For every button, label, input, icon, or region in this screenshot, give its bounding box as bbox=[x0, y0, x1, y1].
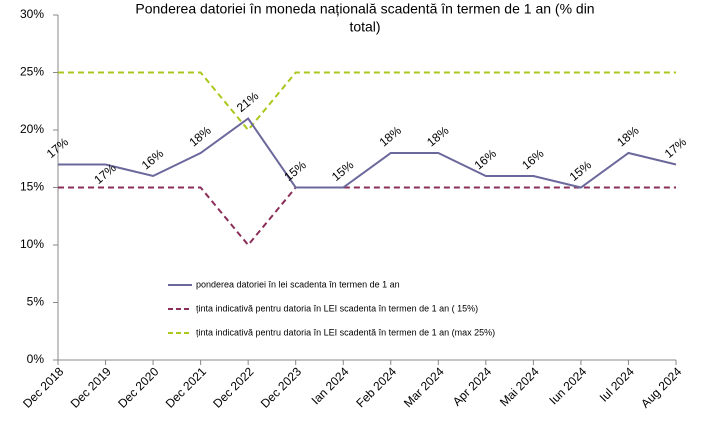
x-tick-label: Dec 2019 bbox=[68, 364, 114, 410]
y-tick-label: 5% bbox=[27, 295, 45, 309]
data-label: 16% bbox=[472, 146, 500, 172]
x-tick-label: Ian 2024 bbox=[309, 364, 352, 407]
data-label: 17% bbox=[662, 135, 690, 161]
data-label: 15% bbox=[281, 158, 309, 184]
x-tick-label: Dec 2023 bbox=[258, 364, 304, 410]
legend-label: ținta indicativă pentru datoria în LEI s… bbox=[196, 303, 478, 313]
x-tick-label: Iun 2024 bbox=[546, 364, 589, 407]
chart-title: total) bbox=[349, 19, 380, 35]
y-tick-label: 30% bbox=[20, 7, 44, 21]
y-tick-label: 20% bbox=[20, 122, 44, 136]
x-tick-label: Dec 2020 bbox=[115, 364, 161, 410]
x-tick-label: Feb 2024 bbox=[353, 364, 399, 410]
x-tick-label: Dec 2022 bbox=[210, 364, 256, 410]
x-tick-label: Mai 2024 bbox=[497, 364, 542, 409]
y-tick-label: 10% bbox=[20, 237, 44, 251]
x-tick-label: Dec 2021 bbox=[163, 364, 209, 410]
legend-label: ponderea datoriei în lei scadenta în ter… bbox=[196, 279, 400, 289]
x-tick-label: Aug 2024 bbox=[638, 364, 684, 410]
y-tick-label: 15% bbox=[20, 180, 44, 194]
y-tick-label: 25% bbox=[20, 65, 44, 79]
data-label: 18% bbox=[377, 123, 405, 149]
data-label: 18% bbox=[424, 123, 452, 149]
series-line bbox=[58, 117, 677, 189]
x-tick-label: Apr 2024 bbox=[450, 364, 495, 409]
data-label: 16% bbox=[139, 146, 167, 172]
data-label: 16% bbox=[519, 146, 547, 172]
x-tick-label: Iul 2024 bbox=[597, 364, 637, 404]
series-line bbox=[58, 186, 676, 247]
data-label: 18% bbox=[614, 123, 642, 149]
y-tick-label: 0% bbox=[27, 352, 45, 366]
chart-title: Ponderea datoriei în moneda națională sc… bbox=[135, 1, 594, 17]
legend-label: ținta indicativă pentru datoria în LEI s… bbox=[196, 327, 495, 337]
data-label: 21% bbox=[234, 89, 262, 115]
series-line bbox=[58, 71, 676, 132]
x-tick-label: Dec 2018 bbox=[20, 364, 66, 410]
x-tick-label: Mar 2024 bbox=[401, 364, 447, 410]
